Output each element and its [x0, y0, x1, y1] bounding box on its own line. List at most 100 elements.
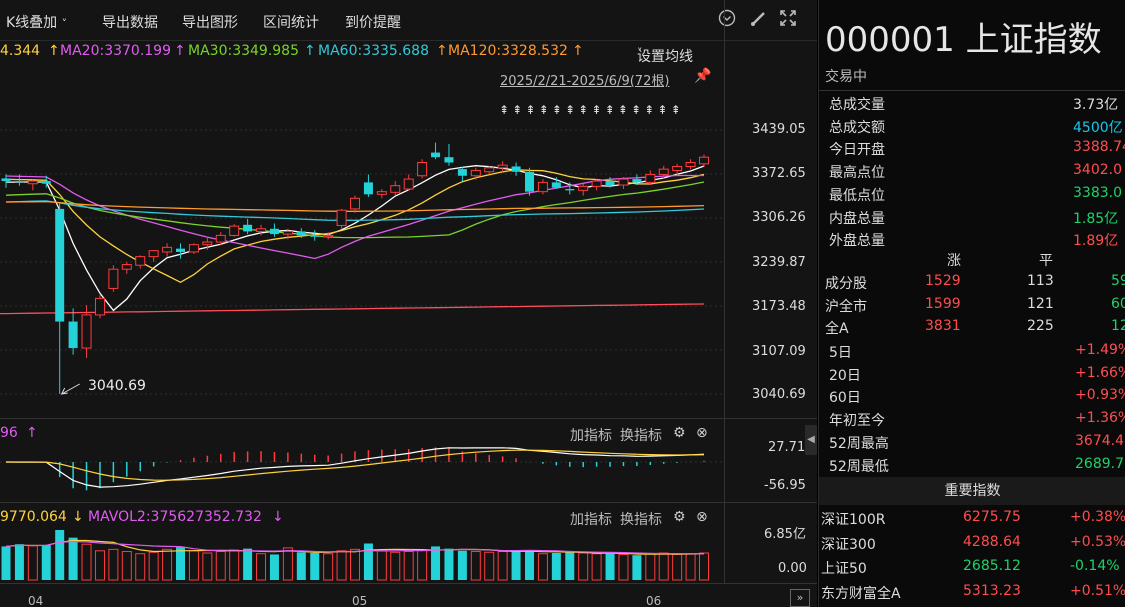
trading-status: 交易中 [825, 69, 867, 85]
signal-arrow-icon: ⇞ [499, 103, 509, 117]
period-row: 年初至今 +1.36% [819, 408, 1125, 430]
add-indicator-button[interactable]: 加指标 [570, 428, 612, 444]
price-tick: 3439.05 [752, 122, 806, 137]
export-data-button[interactable]: 导出数据 [102, 15, 158, 31]
collapse-circle-icon[interactable] [718, 9, 736, 31]
period-value: 2689.7 [1075, 455, 1124, 472]
stat-value: 3.73亿 [1073, 97, 1119, 113]
price-tick: 3040.69 [752, 387, 806, 402]
volume-header: 9770.064 ↓ MAVOL2:375627352.732 ↓ 加指标 换指… [0, 506, 817, 528]
candle-body [229, 225, 240, 236]
stat-value: 3402.0 [1073, 162, 1122, 179]
volume-bar [511, 550, 521, 580]
volume-bar [215, 551, 226, 581]
down-arrow-icon: ↓ [272, 509, 284, 525]
range-label[interactable]: 2025/2/21-2025/6/9(72根) [500, 74, 670, 89]
index-name: 深证300 [821, 536, 876, 553]
candle [81, 304, 92, 359]
macd-chart[interactable] [0, 444, 817, 502]
index-change: +0.51% [1070, 582, 1125, 599]
price-tick: 3173.48 [752, 299, 806, 314]
divider [0, 583, 817, 584]
candle [403, 174, 414, 191]
candle-body [121, 264, 132, 270]
breadth-row: 成分股 1529 113 59 [819, 271, 1125, 293]
candle-body [591, 180, 602, 187]
fullscreen-icon[interactable] [779, 9, 797, 31]
volume-bar [525, 550, 534, 580]
indices-section-header: 重要指数 [819, 477, 1125, 505]
range-stats-button[interactable]: 区间统计 [263, 15, 319, 31]
volume-bar [148, 551, 159, 581]
add-indicator-button[interactable]: 加指标 [570, 512, 612, 528]
volume-bar [565, 552, 575, 580]
close-icon[interactable]: ⊗ [696, 509, 708, 525]
candle [350, 195, 360, 213]
stat-row: 外盘总量 1.89亿 [819, 228, 1125, 250]
candle [618, 177, 629, 190]
candle-body [256, 228, 267, 232]
volume-bar [632, 555, 642, 580]
period-label: 60日 [829, 390, 861, 407]
pin-icon[interactable]: 📌 [694, 68, 712, 84]
breadth-header: 涨 平 [819, 248, 1125, 270]
price-tick: 3306.26 [752, 210, 806, 225]
candle [645, 170, 656, 186]
index-row[interactable]: 上证50 2685.12 -0.14% [819, 556, 1125, 578]
expand-icon[interactable]: » [790, 589, 810, 607]
candle [537, 179, 548, 195]
breadth-flat: 113 [1027, 273, 1054, 289]
chart-panel[interactable]: K线叠加 ˅ 导出数据 导出图形 区间统计 到价提醒 4.344 ↑ MA20:… [0, 0, 817, 607]
candle-body [310, 235, 320, 237]
breadth-up: 1599 [925, 295, 961, 312]
kline-overlay-dropdown[interactable]: K线叠加 ˅ [6, 12, 67, 32]
candle-body [672, 165, 683, 171]
collapse-panel-button[interactable]: ◀ [805, 425, 817, 455]
candle [269, 223, 279, 237]
stat-label: 内盘总量 [829, 210, 885, 227]
up-arrow-icon: ↑ [436, 43, 448, 59]
switch-indicator-button[interactable]: 换指标 [620, 512, 662, 528]
price-alert-button[interactable]: 到价提醒 [345, 15, 401, 31]
breadth-label: 沪全市 [825, 298, 867, 315]
volume-bar [605, 553, 615, 580]
close-icon[interactable]: ⊗ [696, 425, 708, 441]
volume-bar [551, 552, 561, 580]
candle [108, 265, 119, 292]
dif-line [5, 447, 705, 488]
signal-arrow-icon: ⇞ [565, 103, 575, 117]
candle [148, 249, 159, 262]
divider [0, 418, 817, 419]
draw-brush-icon[interactable] [749, 9, 767, 31]
candle-body [81, 314, 92, 349]
volume-bar [256, 553, 267, 581]
index-row[interactable]: 东方财富全A 5313.23 +0.51% [819, 581, 1125, 603]
index-row[interactable]: 深证100R 6275.75 +0.38% [819, 507, 1125, 529]
kline-chart[interactable]: ⇞ ⇞ ⇞ ⇞ ⇞ ⇞ ⇞ ⇞ ⇞ ⇞ ⇞ ⇞ ⇞ ⇞ [0, 62, 817, 418]
candle-body [135, 256, 146, 266]
volume-bar [497, 551, 508, 581]
candle-body [188, 244, 199, 253]
stat-label: 今日开盘 [829, 142, 885, 159]
index-row[interactable]: 深证300 4288.64 +0.53% [819, 532, 1125, 554]
volume-chart[interactable] [0, 528, 817, 582]
candle [68, 308, 78, 355]
switch-indicator-button[interactable]: 换指标 [620, 428, 662, 444]
period-value: +1.36% [1075, 410, 1125, 427]
candle-body [618, 178, 629, 186]
gear-icon[interactable]: ⚙ [673, 509, 686, 525]
volume-bar [121, 551, 132, 581]
signal-arrow-icon: ⇞ [512, 103, 522, 117]
low-marker-arrow [61, 383, 80, 395]
volume-bar [323, 553, 334, 581]
up-arrow-icon: ↑ [304, 43, 316, 59]
export-graphic-button[interactable]: 导出图形 [182, 15, 238, 31]
volume-bar [296, 552, 306, 580]
gear-icon[interactable]: ⚙ [673, 425, 686, 441]
macd-value: 96 [0, 425, 18, 441]
candle [323, 232, 334, 240]
volume-bar [645, 553, 656, 581]
ma10-line [5, 169, 705, 284]
ma5-value: 4.344 [0, 43, 41, 59]
candle-body [645, 173, 656, 183]
